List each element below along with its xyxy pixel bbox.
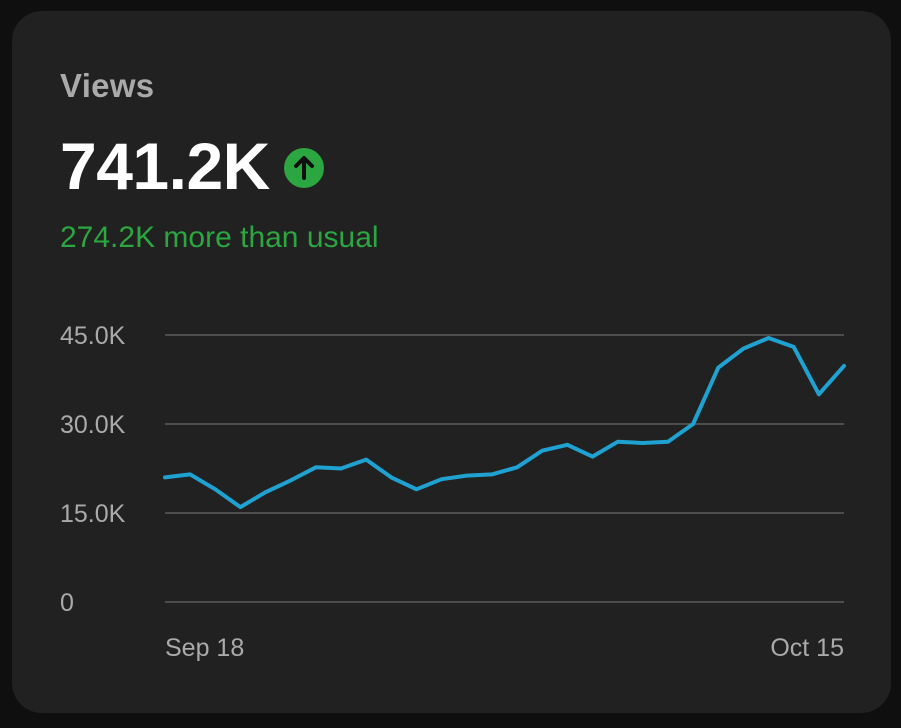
x-tick-label: Sep 18 <box>165 634 244 662</box>
x-tick-label: Oct 15 <box>770 634 844 662</box>
arrow-up-circle-icon <box>283 148 324 188</box>
y-tick-label: 15.0K <box>60 500 126 528</box>
metric-row: 741.2K <box>60 133 324 199</box>
views-value: 741.2K <box>60 129 270 203</box>
views-card: Views 741.2K 274.2K more than usual <box>12 11 891 713</box>
y-tick-label: 45.0K <box>60 322 126 350</box>
y-tick-label: 30.0K <box>60 411 126 439</box>
y-tick-label: 0 <box>60 589 74 617</box>
delta-text: 274.2K more than usual <box>60 221 379 254</box>
chart-grid <box>165 334 844 603</box>
card-title: Views <box>60 67 155 104</box>
x-axis-tick-labels: Sep 18 Oct 15 <box>165 634 844 662</box>
y-axis-tick-labels: 0 15.0K 30.0K 45.0K <box>60 322 126 617</box>
views-series-line <box>163 336 846 510</box>
